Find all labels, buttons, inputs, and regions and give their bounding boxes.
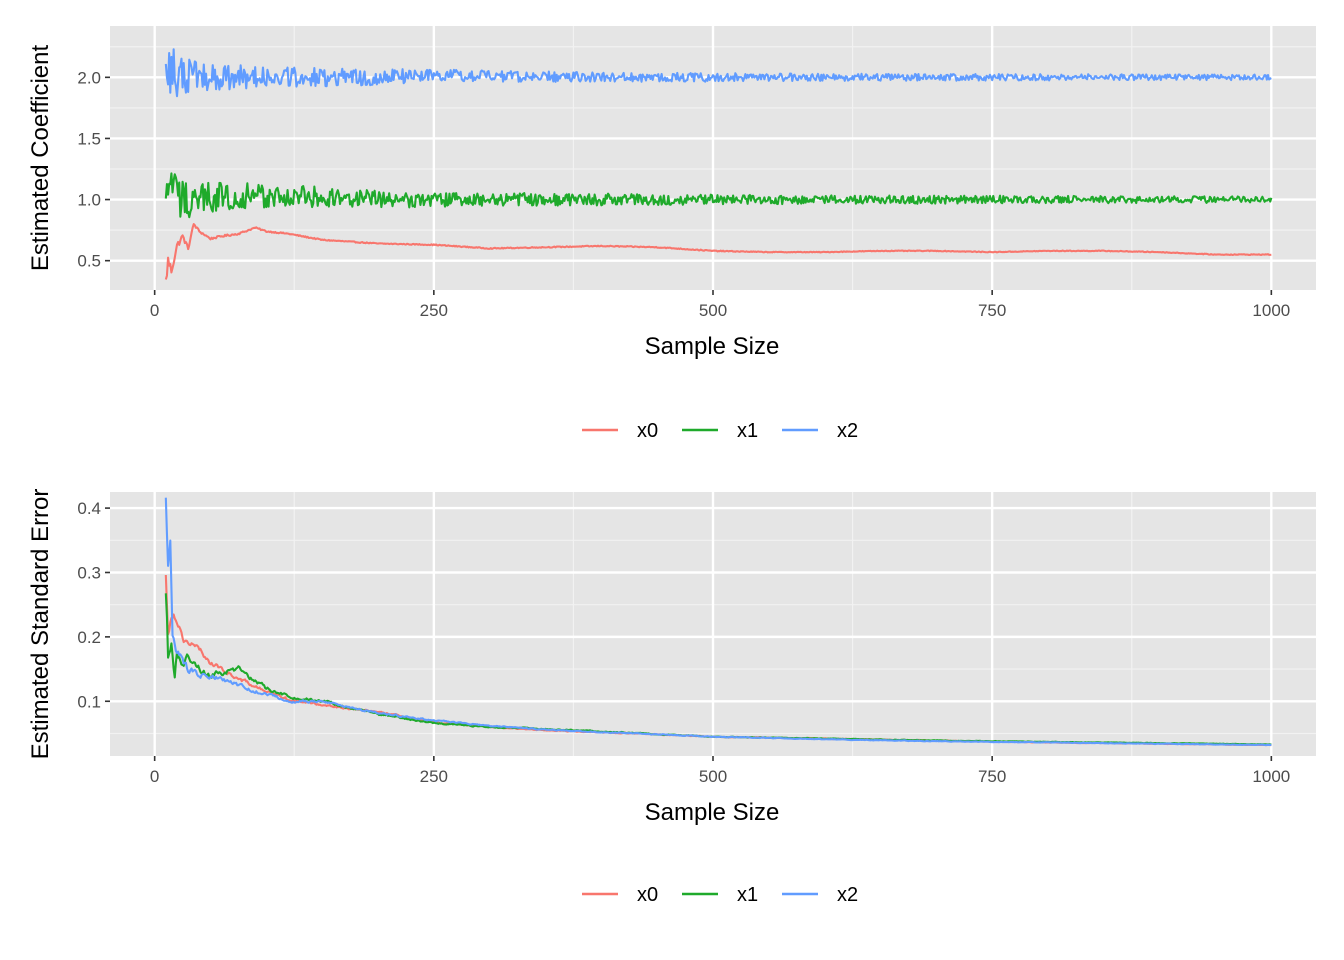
legend-label-x1: x1 [737,884,758,906]
x-tick-label: 1000 [1252,301,1290,320]
x-tick-label: 1000 [1252,767,1290,786]
legend-label-x1: x1 [737,420,758,442]
legend-label-x2: x2 [837,884,858,906]
coefficient-legend: x0 x1 x2 [582,420,858,442]
y-tick-label: 0.1 [77,692,101,711]
series-line-x2 [164,48,1272,98]
x-tick-label: 0 [150,767,159,786]
series-line-x1 [164,172,1273,219]
y-tick-label: 0.3 [77,563,101,582]
x-tick-label: 500 [699,767,727,786]
x-tick-label: 250 [420,767,448,786]
standard-error-series-lines [164,497,1272,747]
standard-error-y-axis-title: Estimated Standard Error [27,489,54,760]
x-tick-label: 0 [150,301,159,320]
coefficient-series-lines [164,48,1273,280]
coefficient-axis-ticks: 0 250 500 750 1000 0.5 1.0 1.5 2.0 [77,68,1290,320]
x-tick-label: 250 [420,301,448,320]
standard-error-x-axis-title: Sample Size [645,799,780,826]
legend-label-x0: x0 [637,420,658,442]
legend-label-x0: x0 [637,884,658,906]
coefficient-x-axis-title: Sample Size [645,333,780,360]
x-tick-label: 750 [978,301,1006,320]
standard-error-legend: x0 x1 x2 [582,884,858,906]
coefficient-chart: 0 250 500 750 1000 0.5 1.0 1.5 2.0 Estimated Coe… [27,26,1316,442]
y-tick-label: 2.0 [77,68,101,87]
y-tick-label: 1.5 [77,129,101,148]
series-line-x0 [164,223,1272,280]
x-tick-label: 500 [699,301,727,320]
legend-label-x2: x2 [837,420,858,442]
coefficient-y-axis-title: Estimated Coefficient [27,45,54,272]
x-tick-label: 750 [978,767,1006,786]
y-tick-label: 0.2 [77,628,101,647]
y-tick-label: 1.0 [77,191,101,210]
standard-error-axis-ticks: 0 250 500 750 1000 0.1 0.2 0.3 0.4 [77,499,1290,786]
y-tick-label: 0.4 [77,499,101,518]
standard-error-chart: 0 250 500 750 1000 0.1 0.2 0.3 0.4 Estimated Sta… [27,489,1316,906]
series-line-x2 [164,497,1272,747]
y-tick-label: 0.5 [77,252,101,271]
